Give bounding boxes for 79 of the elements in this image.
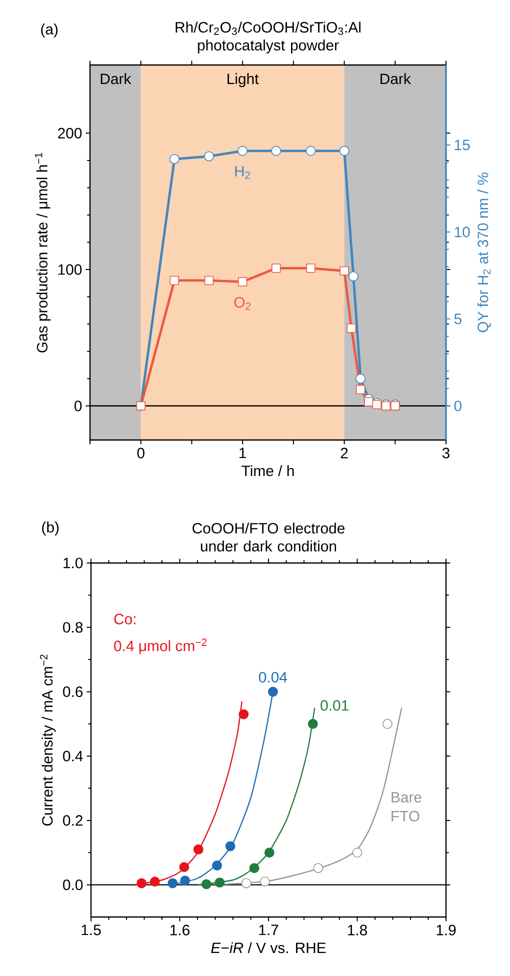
point [150,876,160,887]
x-tick-label: 1.7 [259,924,278,936]
point [272,264,281,273]
point [168,878,178,888]
x-tick-label: 1.5 [82,924,101,936]
point [214,878,225,888]
chart-title: Rh/Cr$_{2}$O$_{3}$/CoOOH/SrTiO$_{3}$:Al photocatalyst powder [176,22,360,54]
y-tick-label: 1.0 [64,558,83,568]
text: Bare FTO [392,792,422,822]
point [308,718,318,729]
point [241,878,252,888]
point [170,276,180,286]
point [201,879,212,890]
x-tick-label: 2 [340,448,348,458]
point [348,271,358,282]
y2-tick-label: 10 [454,226,470,238]
y2-tick-label: 15 [454,140,470,150]
band-label: Dark [100,73,132,84]
x-axis-title: Time / h [242,465,294,476]
y-tick-label: 0.4 [63,750,83,762]
point [169,154,180,164]
text: (a) [41,24,58,38]
point [340,266,349,276]
series-label: H$_{2}$ [235,166,250,179]
y-tick-label: 0.6 [63,686,83,698]
y-tick-label: 200 [58,128,82,138]
line-series [196,707,316,886]
point [238,709,249,720]
band-label: Light [228,73,259,88]
y-tick-label: 0 [74,400,82,412]
point [212,860,222,870]
point [136,878,147,888]
x-tick-label: 1.9 [436,924,456,936]
point [313,863,324,874]
band-label: Dark [380,73,411,84]
x-axis-title: E−iR / V vs. RHE [211,942,326,954]
x-tick-label: 0 [137,448,144,458]
x-tick-label: 1 [240,448,246,458]
y2-tick-label: 5 [454,314,462,324]
point [180,876,190,886]
point [238,277,248,286]
point [268,686,278,697]
x-tick-label: 3 [442,448,450,458]
point [306,264,316,273]
point [352,848,362,858]
point [364,397,374,406]
series-label: O$_{2}$ [234,297,251,310]
point [204,151,214,162]
y-tick-label: 0.0 [63,880,83,890]
y-axis-title: Gas production rate / μmol h$^{−1}$ [34,152,50,352]
y-axis-title: Current density / mA cm$^{−2}$ [40,654,56,826]
point [382,718,392,729]
point [193,844,204,854]
text: 0.4 μmol cm$^{−2}$ [114,638,207,654]
point [271,146,282,156]
point [264,848,274,858]
text: (b) [42,522,59,536]
y2-axis-title: QY for H$_{2}$ at 370 nm / % [477,172,491,332]
point [356,374,366,384]
point [339,146,350,156]
point [179,862,190,872]
point [260,876,270,887]
point [204,276,214,286]
y-tick-label: 100 [58,264,82,275]
chart-title: CoOOH/FTO electrode under dark condition [192,522,345,552]
point [356,384,366,394]
x-tick-label: 1.6 [170,924,190,936]
point [346,324,356,333]
y-tick-label: 0.8 [63,622,83,633]
y2-tick-label: 0 [454,400,462,412]
series-label: 0.01 [320,700,348,711]
point [306,146,316,156]
point [238,146,248,156]
point [249,863,260,874]
x-tick-label: 1.8 [348,924,367,936]
point [225,841,236,852]
series-label: 0.04 [258,672,288,683]
annotation: Co: [114,614,136,624]
y-tick-label: 0.2 [63,815,82,826]
